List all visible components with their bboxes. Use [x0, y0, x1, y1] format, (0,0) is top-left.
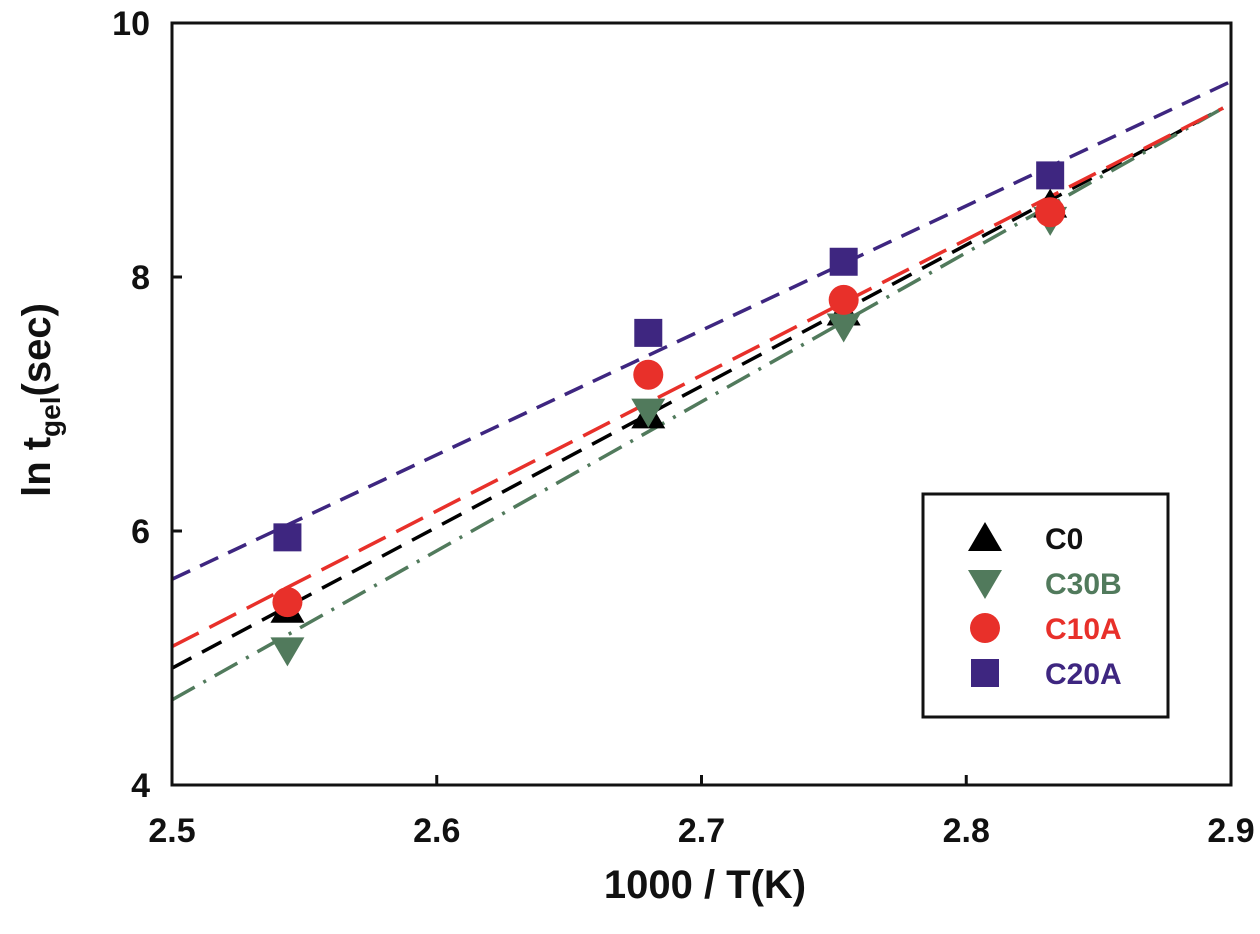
series-c10a: [272, 197, 1066, 618]
legend-item-c30b: C30B: [968, 568, 1122, 601]
y-axis-title-main: ln t: [15, 437, 59, 497]
legend-symbol-c20a: [971, 659, 999, 687]
x-tick-label: 2.6: [413, 812, 460, 850]
y-tick-label: 8: [131, 259, 150, 297]
x-tick-label: 2.8: [943, 812, 990, 850]
y-axis-title-subscript: gel: [35, 396, 66, 436]
point-c30b: [270, 637, 305, 667]
data-markers: [270, 161, 1068, 667]
y-axis-title-suffix: (sec): [15, 303, 59, 396]
point-c10a: [272, 587, 303, 618]
x-tick-label: 2.7: [678, 812, 725, 850]
point-c30b: [631, 398, 666, 428]
point-c30b: [826, 313, 861, 343]
x-axis-title: 1000 / T(K): [604, 863, 806, 907]
legend-symbol-c10a: [970, 613, 1000, 643]
legend-label: C0: [1045, 523, 1083, 556]
point-c10a: [633, 359, 664, 390]
legend-box: [921, 492, 1170, 719]
legend-symbol-c30b: [968, 570, 1002, 599]
legend-label: C10A: [1045, 613, 1122, 646]
y-axis-title: ln tgel(sec): [15, 303, 66, 497]
legend-label: C20A: [1045, 658, 1122, 691]
point-c20a: [273, 523, 302, 552]
legend-item-c10a: C10A: [970, 613, 1122, 646]
point-c20a: [634, 318, 663, 347]
legend: C0 C30B C10A C20A: [921, 492, 1170, 719]
point-c20a: [1036, 161, 1065, 190]
legend-label: C30B: [1045, 568, 1122, 601]
x-tick-label: 2.9: [1207, 812, 1254, 850]
point-c10a: [828, 284, 859, 315]
point-c10a: [1035, 197, 1066, 228]
legend-item-c20a: C20A: [971, 658, 1122, 691]
axis-ticks: [172, 275, 968, 785]
y-tick-label: 6: [131, 513, 150, 551]
x-tick-label: 2.5: [148, 812, 195, 850]
legend-symbol-c0: [968, 522, 1002, 551]
legend-item-c0: C0: [968, 522, 1083, 556]
y-tick-label: 4: [131, 767, 150, 805]
point-c20a: [829, 247, 858, 276]
series-c20a: [273, 161, 1065, 552]
legend-items: C0 C30B C10A C20A: [968, 522, 1122, 691]
y-tick-label: 10: [112, 5, 150, 43]
tick-labels: 2.5 2.6 2.7 2.8 2.9 4 6 8 10: [112, 5, 1254, 850]
